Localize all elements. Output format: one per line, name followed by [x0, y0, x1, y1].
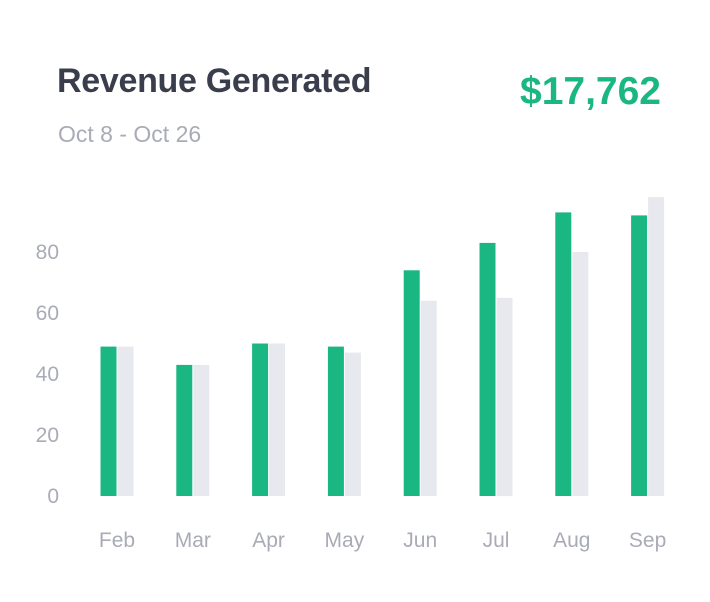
y-tick-label: 80 [36, 241, 59, 264]
x-tick-label: Jun [403, 529, 437, 552]
date-range: Oct 8 - Oct 26 [58, 121, 202, 147]
y-tick-label: 40 [36, 363, 59, 386]
comparison-series-bar [648, 197, 665, 496]
x-axis: Feb Mar Apr May Jun Jul Aug Sep [99, 529, 666, 552]
bars [100, 197, 665, 497]
x-tick-label: Sep [629, 529, 666, 552]
x-tick-label: Apr [252, 529, 285, 552]
x-tick-label: May [325, 529, 365, 552]
x-tick-label: Aug [553, 529, 590, 552]
comparison-series-bar [572, 252, 589, 496]
primary-series-bar [631, 215, 648, 496]
comparison-series-bar [117, 346, 134, 496]
comparison-series-bar [344, 352, 361, 496]
comparison-series-bar [496, 297, 513, 497]
primary-series-bar [252, 343, 269, 496]
x-tick-label: Mar [175, 529, 211, 552]
primary-series-bar [176, 364, 193, 496]
x-tick-label: Jul [483, 529, 510, 552]
y-tick-label: 60 [36, 302, 59, 325]
primary-series-bar [479, 242, 496, 496]
comparison-series-bar [269, 343, 286, 496]
primary-series-bar [327, 346, 344, 496]
revenue-total: $17,762 [520, 70, 661, 113]
x-tick-label: Feb [99, 529, 135, 552]
primary-series-bar [403, 270, 420, 496]
primary-series-bar [555, 212, 572, 496]
y-tick-label: 0 [47, 485, 59, 508]
comparison-series-bar [193, 364, 210, 496]
y-tick-label: 20 [36, 424, 59, 447]
y-axis: 0 20 40 60 80 [36, 241, 59, 508]
comparison-series-bar [420, 300, 437, 496]
chart-title: Revenue Generated [57, 62, 372, 100]
primary-series-bar [100, 346, 117, 496]
